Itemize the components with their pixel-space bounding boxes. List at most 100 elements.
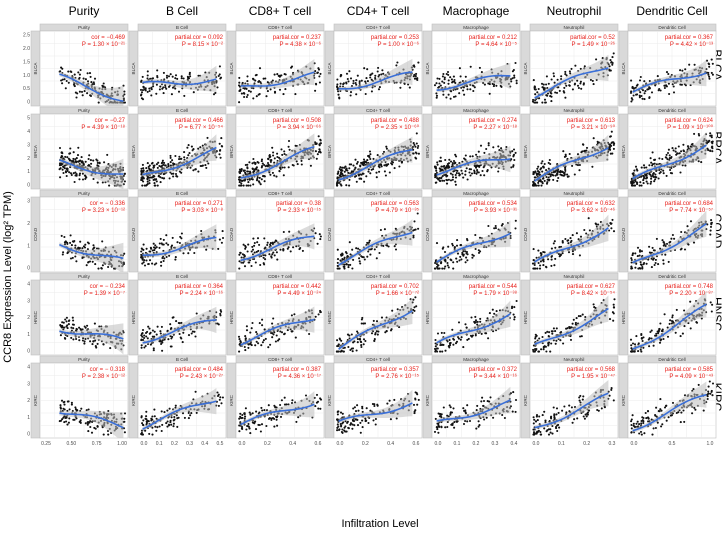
data-point <box>69 234 72 237</box>
data-point <box>515 82 518 85</box>
data-point <box>176 175 179 178</box>
data-point <box>94 263 97 266</box>
data-point <box>462 176 465 179</box>
data-point <box>557 176 560 180</box>
data-point <box>455 257 458 260</box>
data-point <box>300 159 303 162</box>
data-point <box>194 335 197 338</box>
data-point <box>189 166 192 169</box>
data-point <box>633 169 636 172</box>
data-point <box>77 146 80 149</box>
data-point <box>352 258 355 261</box>
data-point <box>259 81 262 84</box>
data-point <box>268 253 271 256</box>
data-point <box>241 81 244 84</box>
data-point <box>711 62 714 65</box>
data-point <box>645 180 648 183</box>
data-point <box>159 181 162 184</box>
data-point <box>366 80 369 83</box>
data-point <box>180 232 183 235</box>
data-point <box>407 83 410 86</box>
data-point <box>564 237 567 241</box>
data-point <box>452 95 456 98</box>
data-point <box>266 81 269 84</box>
data-point <box>242 184 245 187</box>
data-point <box>294 336 297 339</box>
data-point <box>159 332 162 335</box>
data-point <box>540 82 544 85</box>
data-point <box>560 77 563 81</box>
data-point <box>394 248 398 251</box>
data-point <box>378 86 381 89</box>
data-point <box>445 175 448 178</box>
data-point <box>648 245 651 248</box>
data-point <box>573 83 576 86</box>
data-point <box>195 312 198 315</box>
data-point <box>83 90 86 93</box>
data-point <box>251 245 254 248</box>
data-point <box>64 337 67 340</box>
data-point <box>567 242 570 245</box>
y-tick-label: 0.5 <box>23 86 30 92</box>
data-point <box>511 150 514 153</box>
data-point <box>638 94 641 97</box>
data-point <box>679 83 682 86</box>
data-point <box>677 145 680 148</box>
data-point <box>485 147 488 151</box>
data-point <box>293 313 296 316</box>
data-point <box>543 98 547 101</box>
data-point <box>238 338 241 341</box>
data-point <box>539 168 542 171</box>
data-point <box>651 246 654 249</box>
data-point <box>650 161 653 164</box>
data-point <box>175 320 178 323</box>
data-point <box>449 160 453 163</box>
data-point <box>542 264 545 267</box>
data-point <box>221 145 224 148</box>
data-point <box>78 90 81 93</box>
y-tick-label: 3 <box>27 298 30 304</box>
data-point <box>656 75 659 78</box>
y-tick-label: 1.0 <box>23 73 30 79</box>
data-point <box>580 151 583 154</box>
data-point <box>639 91 642 94</box>
y-tick-label: 1 <box>27 332 30 338</box>
column-strip-label: Macrophage <box>463 191 489 196</box>
data-point <box>258 243 261 246</box>
data-point <box>708 77 711 80</box>
data-point <box>550 100 553 103</box>
data-point <box>143 336 146 340</box>
data-point <box>74 244 77 247</box>
data-point <box>483 174 486 177</box>
data-point <box>163 257 166 260</box>
data-point <box>165 87 168 90</box>
data-point <box>682 143 685 146</box>
data-point <box>318 75 321 78</box>
data-point <box>71 256 74 259</box>
data-point <box>441 80 444 83</box>
data-point <box>337 93 340 96</box>
data-point <box>552 178 555 181</box>
data-point <box>541 160 544 163</box>
row-strip-label: COAD <box>425 227 430 241</box>
data-point <box>472 254 475 257</box>
data-point <box>84 78 87 81</box>
data-point <box>148 179 151 182</box>
data-point <box>74 171 77 174</box>
data-point <box>447 162 451 165</box>
row-strip-label: COAD <box>229 227 234 241</box>
data-point <box>473 169 476 172</box>
correlation-label: partial.cor = 0.624 <box>665 118 714 124</box>
data-point <box>434 338 437 342</box>
data-point <box>66 169 69 172</box>
data-point <box>93 77 97 80</box>
data-point <box>345 184 348 187</box>
data-point <box>319 235 322 238</box>
data-point <box>64 318 67 321</box>
data-point <box>370 78 373 81</box>
data-point <box>375 330 378 333</box>
data-point <box>88 72 92 75</box>
